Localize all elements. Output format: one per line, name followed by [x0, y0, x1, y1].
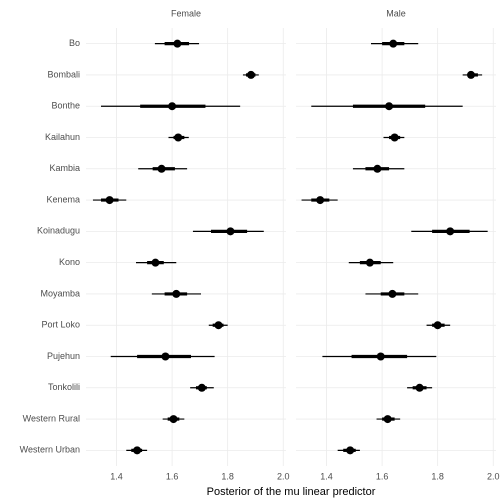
point: [197, 383, 206, 392]
y-tick-label: Port Loko: [41, 320, 80, 330]
point: [346, 446, 355, 455]
point: [433, 321, 442, 330]
point: [173, 39, 182, 48]
y-tick-label: Tonkolili: [48, 382, 80, 392]
point: [385, 102, 394, 111]
y-tick-label: Kono: [59, 257, 80, 267]
y-tick-label: Kambia: [49, 163, 80, 173]
point: [467, 70, 475, 79]
x-tick-label: 2.0: [277, 471, 290, 481]
facet-title: Male: [386, 8, 406, 18]
y-tick-label: Kailahun: [45, 132, 80, 142]
point: [169, 415, 178, 424]
y-tick-label: Kenema: [46, 194, 80, 204]
point: [172, 289, 181, 298]
point: [247, 70, 255, 79]
point: [133, 446, 142, 455]
y-tick-label: Bonthe: [51, 101, 80, 111]
x-tick-label: 1.4: [110, 471, 123, 481]
point: [373, 164, 382, 173]
point: [174, 133, 183, 142]
y-tick-label: Pujehun: [47, 351, 80, 361]
y-tick-label: Bo: [69, 38, 80, 48]
x-tick-label: 1.4: [320, 471, 333, 481]
point: [365, 258, 374, 267]
point: [226, 227, 235, 236]
point: [415, 383, 424, 392]
y-tick-label: Koinadugu: [37, 226, 80, 236]
point: [376, 352, 385, 361]
point: [389, 39, 398, 48]
y-tick-label: Moyamba: [40, 288, 80, 298]
point: [388, 289, 397, 298]
y-tick-label: Western Urban: [20, 445, 80, 455]
point: [390, 133, 399, 142]
x-tick-label: 1.6: [166, 471, 179, 481]
y-tick-label: Western Rural: [23, 413, 80, 423]
point: [383, 415, 392, 424]
y-tick-label: Bombali: [47, 69, 80, 79]
x-axis-label: Posterior of the mu linear predictor: [207, 486, 376, 498]
facet-title: Female: [171, 8, 201, 18]
x-tick-label: 2.0: [487, 471, 500, 481]
x-tick-label: 1.8: [221, 471, 234, 481]
x-tick-label: 1.6: [376, 471, 389, 481]
x-tick-label: 1.8: [431, 471, 444, 481]
point: [168, 102, 177, 111]
point: [446, 227, 455, 236]
point: [105, 196, 114, 205]
point: [161, 352, 170, 361]
point: [214, 321, 223, 330]
point: [316, 196, 325, 205]
point: [157, 164, 166, 173]
point: [151, 258, 160, 267]
